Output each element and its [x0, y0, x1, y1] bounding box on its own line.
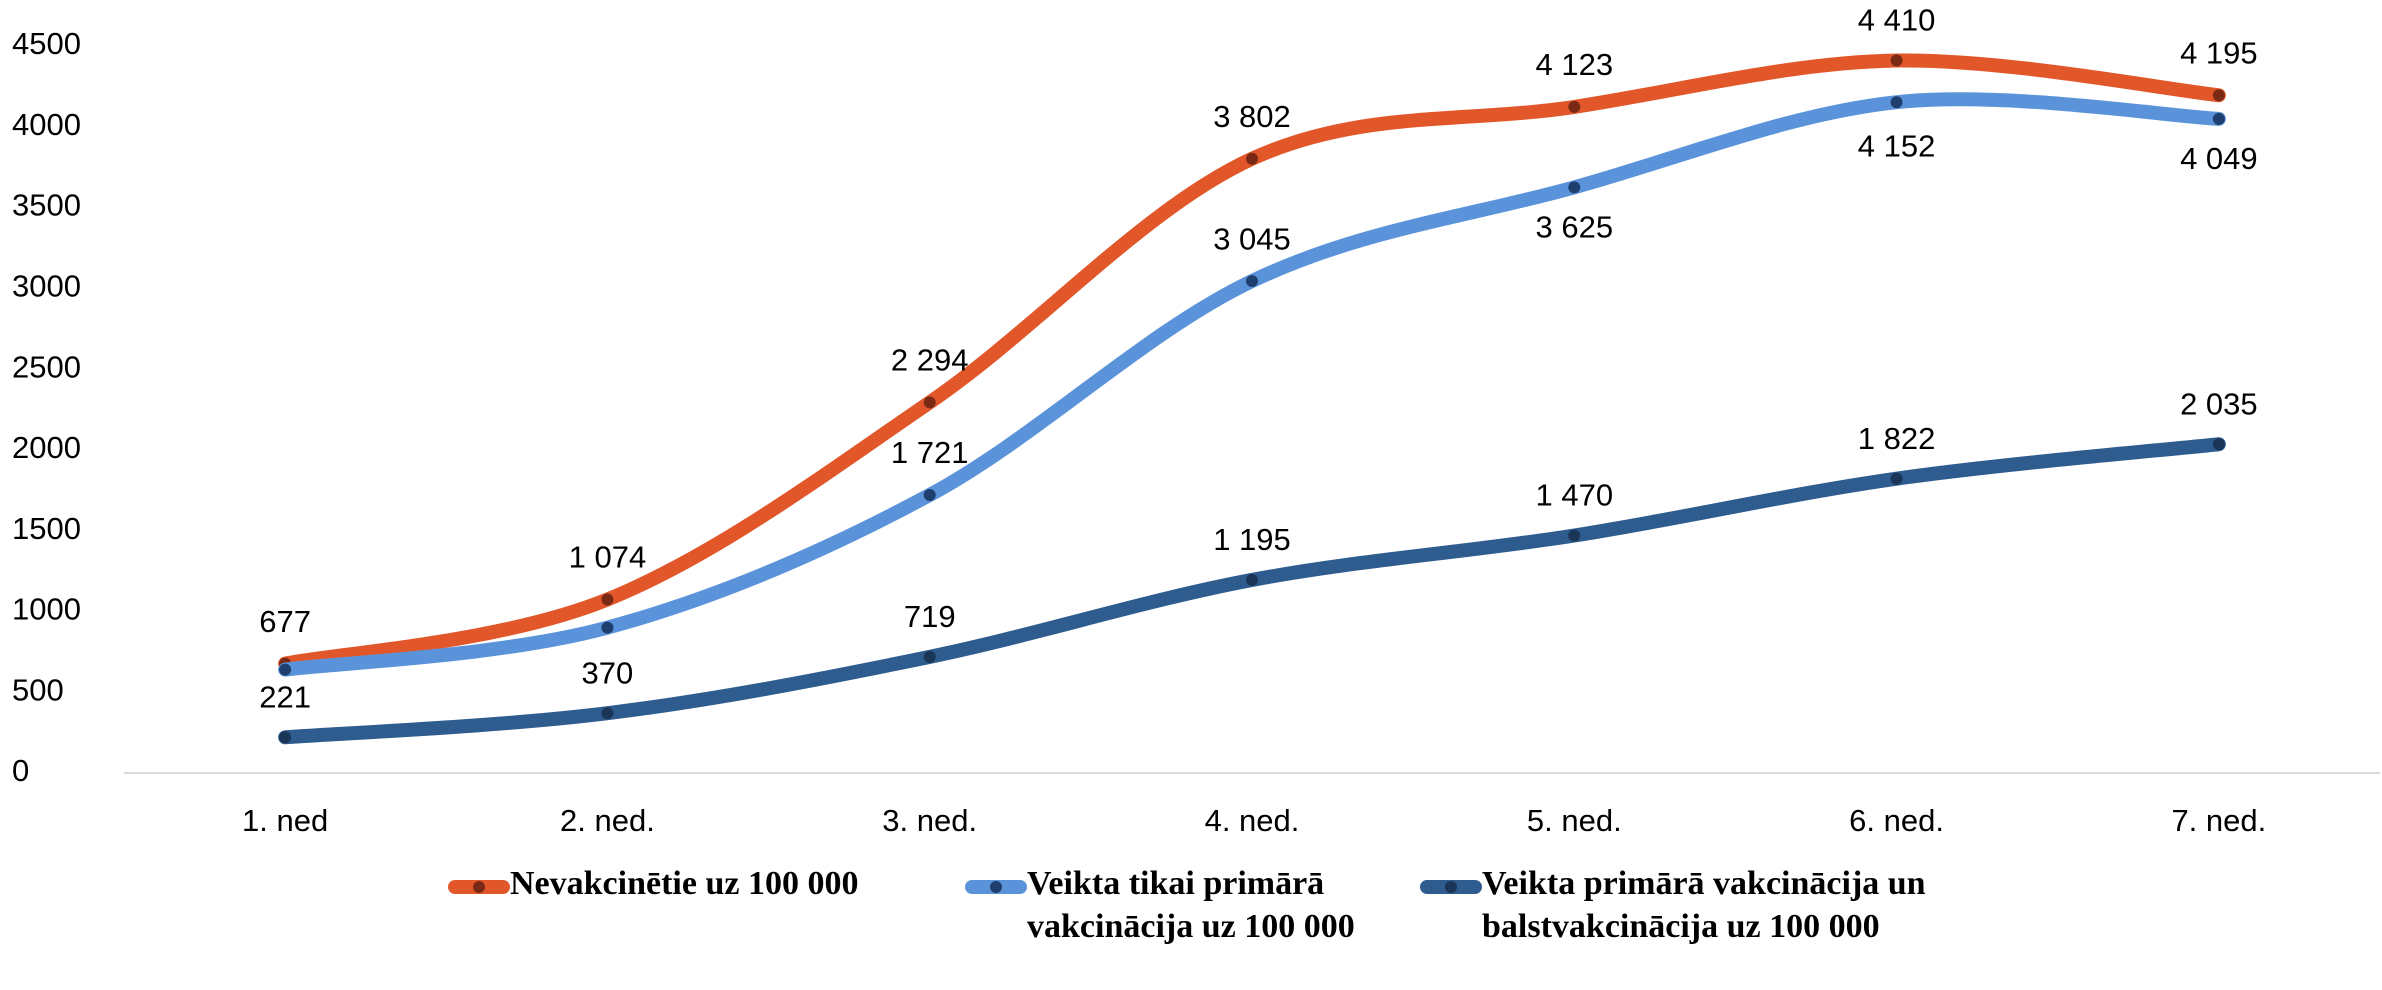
series-line [278, 437, 2226, 745]
marker [279, 663, 292, 676]
data-label: 370 [582, 655, 634, 690]
data-label: 4 123 [1535, 47, 1613, 82]
x-tick-label: 2. ned. [560, 803, 655, 838]
data-label: 221 [259, 679, 311, 714]
x-tick-label: 5. ned. [1527, 803, 1622, 838]
data-label: 1 074 [569, 540, 647, 575]
marker [923, 488, 936, 501]
marker [1890, 472, 1903, 485]
data-label: 1 822 [1858, 421, 1936, 456]
chart: 0 500 1000 1500 2000 2500 3000 3500 4000 4500 1. n… [12, 3, 2380, 838]
marker [923, 650, 936, 663]
y-tick-label: 1500 [12, 511, 81, 546]
y-tick-label: 3000 [12, 269, 81, 304]
marker [1890, 54, 1903, 67]
data-label: 4 410 [1858, 3, 1936, 38]
marker [601, 621, 614, 634]
legend-label: Veikta primārā vakcinācija un balstvakci… [1482, 865, 1926, 945]
marker [2212, 438, 2225, 451]
data-label: 1 470 [1535, 478, 1613, 513]
x-tick-label: 7. ned. [2171, 803, 2266, 838]
marker [1890, 96, 1903, 109]
marker [279, 731, 292, 744]
data-label: 677 [259, 604, 311, 639]
y-tick-label: 4000 [12, 107, 81, 142]
marker [923, 396, 936, 409]
legend-marker [1445, 881, 1457, 893]
y-tick-label: 0 [12, 753, 29, 788]
marker [2212, 89, 2225, 102]
data-label: 719 [904, 599, 956, 634]
legend-item: Nevakcinētie uz 100 000 [448, 862, 858, 905]
marker [601, 593, 614, 606]
data-label: 1 195 [1213, 522, 1291, 557]
data-label: 3 625 [1535, 210, 1613, 245]
legend-marker [990, 881, 1002, 893]
legend-marker [473, 881, 485, 893]
data-label: 2 294 [891, 343, 969, 378]
y-tick-label: 500 [12, 672, 64, 707]
x-tick-label: 6. ned. [1849, 803, 1944, 838]
y-tick-label: 4500 [12, 26, 81, 61]
data-label: 2 035 [2180, 386, 2258, 421]
marker [1246, 275, 1258, 288]
legend-item: Veikta primārā vakcinācija un balstvakci… [1420, 862, 2002, 948]
data-label: 4 049 [2180, 141, 2258, 176]
legend-key [965, 880, 1027, 894]
data-label: 4 195 [2180, 35, 2258, 70]
marker [1568, 529, 1581, 542]
data-label: 3 045 [1213, 221, 1291, 256]
legend-item: Veikta tikai primārā vakcinācija uz 100 … [965, 862, 1357, 948]
y-tick-label: 2500 [12, 349, 81, 384]
y-tick-label: 3500 [12, 188, 81, 223]
x-tick-label: 1. ned [242, 803, 328, 838]
x-tick-label: 3. ned. [882, 803, 977, 838]
y-tick-label: 1000 [12, 592, 81, 627]
marker [601, 707, 614, 720]
marker [1246, 152, 1258, 165]
marker [1568, 181, 1581, 194]
y-tick-label: 2000 [12, 430, 81, 465]
marker [2212, 112, 2225, 125]
data-label: 4 152 [1858, 128, 1936, 163]
legend-label: Nevakcinētie uz 100 000 [510, 865, 859, 902]
data-label: 3 802 [1213, 99, 1291, 134]
marker [1246, 573, 1258, 586]
x-tick-label: 4. ned. [1205, 803, 1300, 838]
legend-label: Veikta tikai primārā vakcinācija uz 100 … [1027, 865, 1355, 945]
legend: Nevakcinētie uz 100 000 Veikta tikai prim… [0, 862, 2382, 990]
legend-key [1420, 880, 1482, 894]
legend-key [448, 880, 510, 894]
marker [1568, 100, 1581, 113]
data-label: 1 721 [891, 435, 969, 470]
